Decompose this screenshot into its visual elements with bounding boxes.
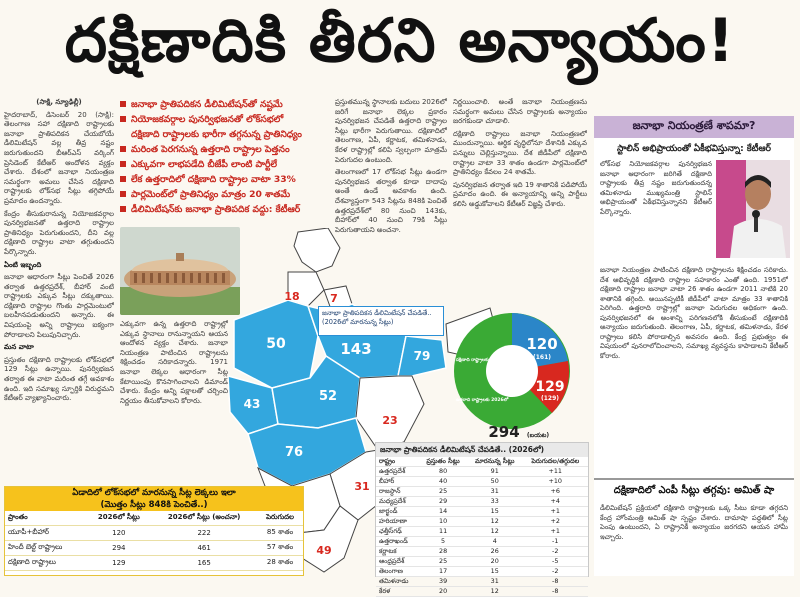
- sidebar-heading-2: దక్షిణాదిలో ఎంపీ సీట్లు తగ్గవు: అమిత్ షా: [594, 478, 794, 502]
- donut-note: దక్షిణాది రాష్ట్రాలకు ప్రస్తుతం: [456, 357, 505, 364]
- state-seat-table: జనాభా ప్రాతిపదికన డీలిమిటేషన్ చేపడితే.. …: [375, 442, 589, 597]
- table-row: ఉత్తరాఖండ్ 5 4 -1: [376, 536, 588, 547]
- highlight-item: లేక ఉత్తరాదిలో దక్షిణాది రాష్ట్రాల వాటా …: [120, 172, 330, 187]
- map-label: 18: [284, 290, 299, 303]
- map-chhattisgarh-odisha: [355, 375, 425, 451]
- bullet-square-icon: [120, 116, 126, 122]
- highlight-item: జనాభా ప్రాతిపదికన డీలిమిటేషన్‌తో నష్టమే: [120, 97, 330, 112]
- article-column-4: నిర్ణయించాలి. అంతే జనాభా నియంత్రణను సమర్…: [453, 98, 587, 303]
- col2-paragraph: ఎక్కువగా ఉన్న ఉత్తరాది రాష్ట్రాల్లో ఎక్క…: [120, 320, 228, 405]
- table-header-row: ప్రాంతం 2026లో సీట్లు 2026లో సీట్లు (అంచ…: [5, 511, 303, 526]
- col1-subhead: మన వాటా: [4, 343, 34, 352]
- col4-paragraph: దక్షిణాది రాష్ట్రాలు జనాభా నియంత్రణలో ము…: [453, 129, 587, 177]
- table-row: తమిళనాడు 39 31 -8: [376, 576, 588, 587]
- sidebar-subtitle: స్టాలిన్ అభిప్రాయంతో ఏకీభవిస్తున్నా: కేట…: [616, 144, 772, 154]
- map-callout: జనాభా ప్రాతిపదికన డీలిమిటేషన్ చేపడితే.. …: [318, 306, 444, 336]
- map-label: 50: [266, 336, 286, 352]
- highlight-item: నియోజకవర్గాల పునర్విభజనతో లోక్‌సభలో: [120, 112, 330, 127]
- article-column-2: ఎక్కువగా ఉన్న ఉత్తరాది రాష్ట్రాల్లో ఎక్క…: [120, 320, 228, 482]
- col3-paragraph: తెలంగాణలో 17 లోక్‌సభ సీట్లు ఉండగా పునర్వ…: [335, 168, 447, 234]
- map-label: 76: [285, 445, 303, 460]
- table-row: జార్ఖండ్ 14 15 +1: [376, 506, 588, 517]
- map-label: 7: [330, 292, 338, 305]
- table-row: యూపీ+బీహార్ 120 222 85 శాతం: [5, 525, 303, 541]
- table-row: దక్షిణాది రాష్ట్రాలు 129 165 28 శాతం: [5, 555, 303, 571]
- table-header-row: రాష్ట్రం ప్రస్తుతం సీట్లు మారనున్న సీట్లు ప…: [376, 457, 588, 467]
- bullet-square-icon: [120, 101, 126, 107]
- summary-table-title: ఏడాదిలో లోక్‌సభలో మారనున్న సీట్ల లెక్కలు…: [5, 487, 303, 511]
- map-label: 52: [319, 389, 337, 404]
- sidebar-text: డీలిమిటేషన్ ప్రక్రియలో దక్షిణాది రాష్ట్ర…: [600, 504, 788, 541]
- col1-subhead: ఏంటి ఇబ్బంది: [4, 260, 42, 269]
- donut-south-value: 129: [535, 379, 564, 395]
- map-bihar: [397, 335, 447, 377]
- map-tamilnadu-kerala: [289, 505, 359, 573]
- map-label: 79: [414, 349, 431, 363]
- highlight-item: దక్షిణాది రాష్ట్రాలకు భారీగా తగ్గనున్న ప…: [131, 129, 302, 140]
- dateline: (సాక్షి, న్యూఢిల్లీ): [36, 98, 82, 106]
- donut-north-value: 120: [526, 335, 557, 353]
- highlight-item: ఎక్కువగా లాభపడేది బీజేపీ లాంటి పార్టీలే: [120, 157, 330, 172]
- col1-paragraph: జనాభా ఆధారంగా సీట్లు పెంచితే 2026 తర్వాత…: [4, 273, 114, 339]
- donut-note2: ఉత్తరాది రాష్ట్రాలకు 2026లో: [456, 396, 509, 404]
- donut-total-value: 294: [488, 423, 519, 441]
- map-rajasthan: [233, 299, 319, 389]
- map-himachal-punjab: [287, 271, 325, 307]
- sidebar-title: జనాభా నియంత్రణే శాపమా?: [594, 116, 794, 138]
- bullet-square-icon: [120, 191, 126, 197]
- table-row: ఆంధ్రప్రదేశ్ 25 20 -5: [376, 556, 588, 567]
- sidebar-box: జనాభా నియంత్రణే శాపమా? స్టాలిన్ అభిప్రాయ…: [594, 116, 794, 576]
- sidebar-text: లోక్‌సభ నియోజకవర్గాల పునర్విభజన జనాభా ఆధ…: [600, 160, 712, 216]
- headline: దక్షిణాదికి తీరని అన్యాయం!: [0, 0, 800, 96]
- col1-paragraph: కేంద్రం తీసుకురానున్న నియోజకవర్గాల పునర్…: [4, 209, 114, 256]
- seat-share-donut: 120 (161) 129 (129) 294 (బయట) దక్షిణాది …: [454, 313, 570, 441]
- table-row: మధ్యప్రదేశ్ 29 33 +4: [376, 496, 588, 507]
- table-row: ఛత్తీస్‌గఢ్ 11 12 +1: [376, 526, 588, 537]
- bullet-square-icon: [120, 176, 126, 182]
- bullet-square-icon: [120, 161, 126, 167]
- article-column-1: (సాక్షి, న్యూఢిల్లీ) హైదరాబాద్, డిసెంబర్…: [4, 98, 114, 482]
- col1-paragraph: ప్రస్తుతం దక్షిణాది రాష్ట్రాలకు లోక్‌సభల…: [4, 355, 114, 403]
- table-row: ఉత్తరప్రదేశ్ 80 91 +11: [376, 466, 588, 477]
- map-label: 31: [354, 480, 369, 493]
- table-row: కర్ణాటక 28 26 -2: [376, 546, 588, 557]
- bullet-square-icon: [120, 206, 126, 212]
- seat-change-summary-table: ఏడాదిలో లోక్‌సభలో మారనున్న సీట్ల లెక్కలు…: [4, 486, 304, 576]
- donut-south-sub: (129): [541, 395, 559, 402]
- table-row: రాజస్థాన్ 25 31 +6: [376, 486, 588, 497]
- ktr-photo: [716, 160, 790, 258]
- table-row: బీహార్ 40 50 +10: [376, 476, 588, 487]
- highlight-item: పార్లమెంట్‌లో ప్రాతినిధ్యం మాత్రం 20 శాత…: [120, 187, 330, 202]
- donut-total-sub: (బయట): [527, 432, 550, 439]
- map-label: 49: [316, 544, 331, 557]
- table-row: హరియాణా 10 12 +2: [376, 516, 588, 527]
- map-label: 143: [340, 340, 371, 358]
- table-row: కేరళ 20 12 -8: [376, 586, 588, 597]
- col1-paragraph: హైదరాబాద్, డిసెంబర్ 20 (సాక్షి): తెలంగాణ…: [4, 110, 114, 205]
- highlights-list: జనాభా ప్రాతిపదికన డీలిమిటేషన్‌తో నష్టమే …: [120, 97, 330, 217]
- state-table-title: జనాభా ప్రాతిపదికన డీలిమిటేషన్ చేపడితే.. …: [376, 443, 588, 457]
- map-kashmir: [293, 228, 341, 273]
- donut-north-sub: (161): [533, 354, 551, 361]
- headline-text: దక్షిణాదికి తీరని అన్యాయం!: [64, 6, 736, 76]
- highlight-item: డీలిమిటేషన్‌కు జనాభా ప్రాతిపదిక వద్దు: క…: [120, 202, 330, 217]
- map-label: 43: [244, 397, 261, 411]
- col4-paragraph: నిర్ణయించాలి. అంతే జనాభా నియంత్రణను సమర్…: [453, 98, 587, 126]
- highlight-item: మరింత పెరగనున్న ఉత్తరాది రాష్ట్రాల పెత్త…: [120, 142, 330, 157]
- col4-paragraph: పునర్విభజన తర్వాత ఇది 19 శాతానికి పడిపోయ…: [453, 180, 587, 208]
- table-row: తెలంగాణ 17 15 -2: [376, 566, 588, 577]
- map-label: 23: [382, 414, 397, 427]
- bullet-square-icon: [120, 146, 126, 152]
- col3-paragraph: ప్రస్తుతమున్న స్థానాలకు బదులు 2026లో జరి…: [335, 98, 447, 164]
- table-row: హిందీ బెల్ట్ రాష్ట్రాలు 294 461 57 శాతం: [5, 540, 303, 556]
- parliament-building-photo: [120, 227, 240, 315]
- sidebar-text: జనాభా నియంత్రణ పాటించిన దక్షిణాది రాష్ట్…: [600, 266, 788, 360]
- article-column-3: ప్రస్తుతమున్న స్థానాలకు బదులు 2026లో జరి…: [335, 98, 447, 303]
